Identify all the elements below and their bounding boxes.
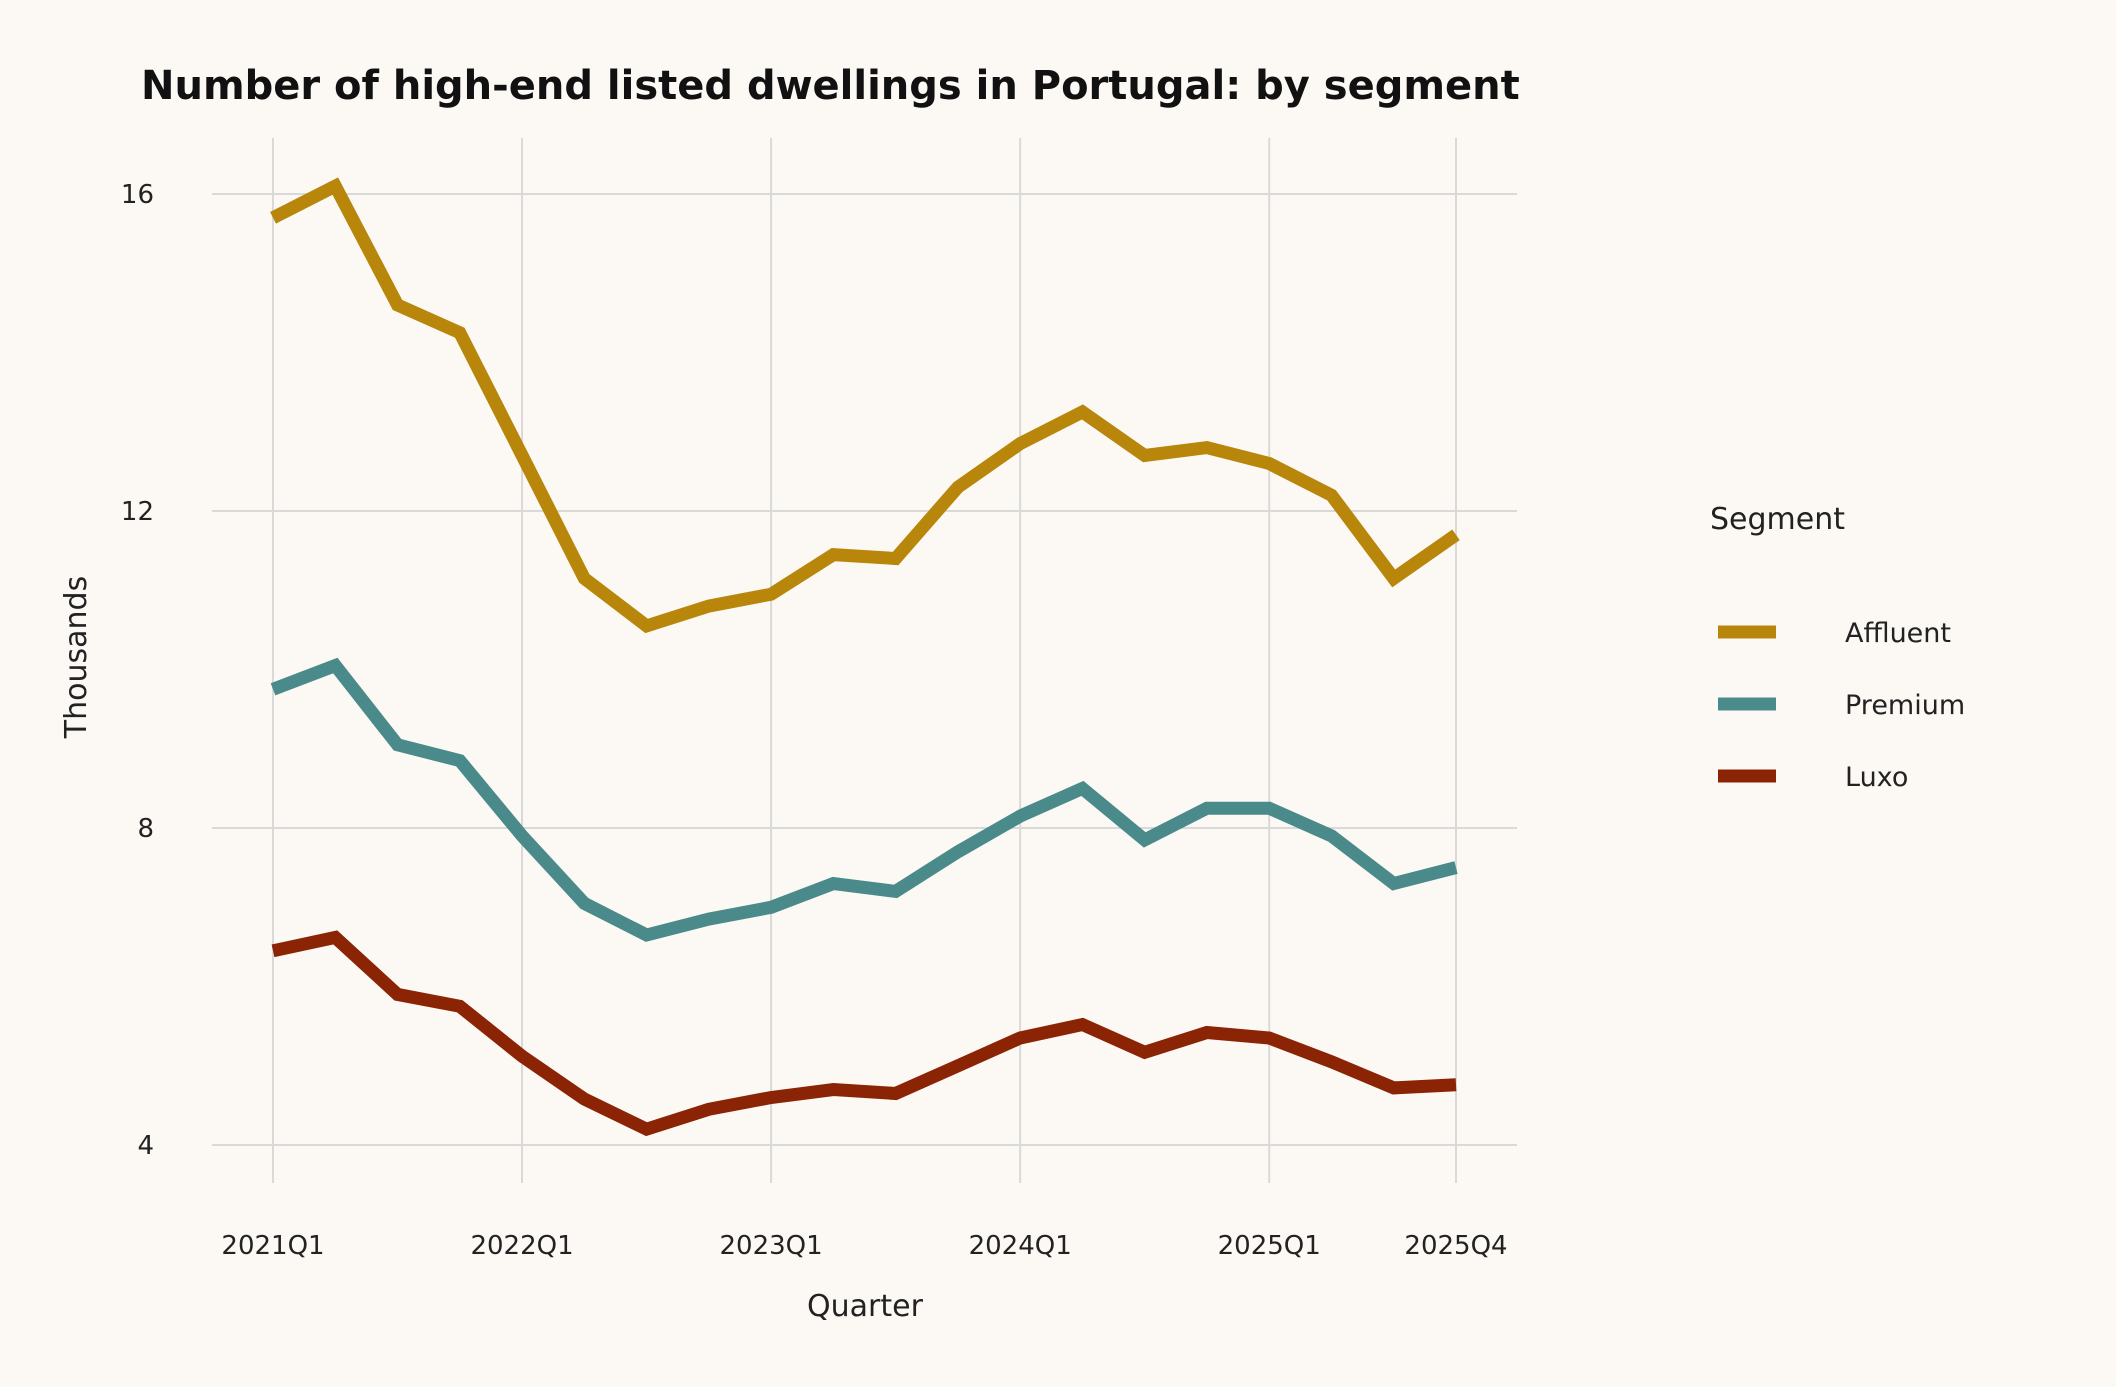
x-tick-label: 2023Q1 bbox=[720, 1231, 823, 1261]
y-tick-label: 16 bbox=[121, 180, 154, 210]
legend-label-affluent: Affluent bbox=[1845, 618, 1951, 649]
series-lines bbox=[270, 177, 1460, 1137]
x-tick-label: 2022Q1 bbox=[470, 1231, 573, 1261]
x-axis-title: Quarter bbox=[807, 1289, 924, 1324]
legend: Segment Affluent Premium Luxo bbox=[1710, 502, 1965, 793]
legend-label-luxo: Luxo bbox=[1845, 762, 1908, 793]
legend-label-premium: Premium bbox=[1845, 690, 1965, 721]
series-line-luxo bbox=[271, 930, 1457, 1137]
y-tick-label: 12 bbox=[121, 497, 154, 527]
x-tick-label: 2021Q1 bbox=[221, 1231, 324, 1261]
grid bbox=[212, 138, 1517, 1183]
chart-title: Number of high-end listed dwellings in P… bbox=[141, 63, 1520, 109]
series-line-affluent bbox=[270, 177, 1460, 634]
y-tick-label: 8 bbox=[137, 814, 154, 844]
x-tick-label: 2025Q1 bbox=[1218, 1231, 1321, 1261]
legend-title: Segment bbox=[1710, 502, 1845, 537]
y-tick-label: 4 bbox=[137, 1131, 154, 1161]
y-axis-ticks: 4 8 12 16 bbox=[121, 180, 154, 1161]
x-axis-ticks: 2021Q1 2022Q1 2023Q1 2024Q1 2025Q1 2025Q4 bbox=[221, 1231, 1507, 1261]
y-axis-title: Thousands bbox=[59, 576, 94, 739]
series-line-premium bbox=[270, 657, 1458, 942]
x-tick-label: 2024Q1 bbox=[969, 1231, 1072, 1261]
x-tick-label: 2025Q4 bbox=[1404, 1231, 1507, 1261]
